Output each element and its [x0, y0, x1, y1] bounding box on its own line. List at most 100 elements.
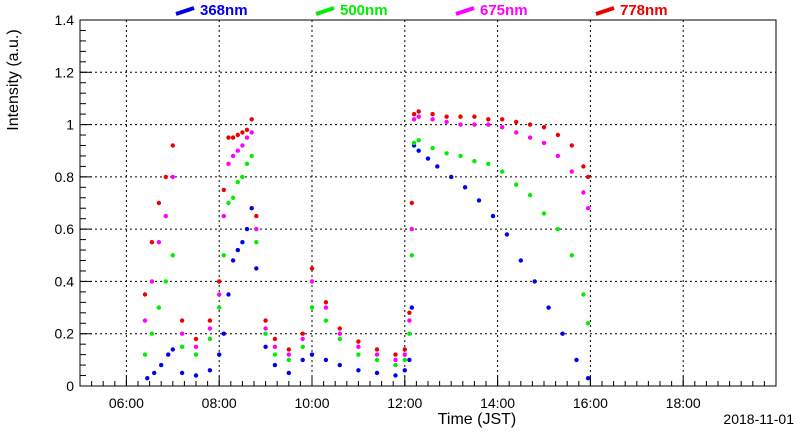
- data-point: [409, 200, 414, 206]
- data-point: [555, 132, 561, 138]
- data-point: [472, 114, 477, 119]
- data-point: [249, 130, 254, 135]
- data-point: [411, 111, 417, 117]
- data-point: [300, 357, 305, 363]
- legend-label: 500nm: [340, 2, 388, 19]
- data-point: [581, 190, 586, 195]
- data-point: [323, 357, 329, 363]
- data-point: [374, 352, 380, 357]
- legend: 368nm 500nm 675nm 778nm: [175, 2, 668, 19]
- data-point: [407, 331, 412, 336]
- data-point: [156, 240, 162, 245]
- data-point: [221, 213, 226, 219]
- data-point: [217, 352, 222, 357]
- data-point: [193, 336, 199, 342]
- data-point: [569, 253, 574, 258]
- data-point: [407, 357, 412, 363]
- data-point: [541, 125, 547, 130]
- data-point: [337, 331, 342, 336]
- x-tick-label: 12:00: [387, 395, 422, 411]
- data-point: [235, 247, 240, 253]
- data-point: [444, 119, 449, 125]
- data-point: [430, 145, 435, 151]
- data-point: [207, 336, 213, 342]
- data-point: [254, 240, 259, 245]
- axis-layer: 06:00 08:00 10:00 12:00 14:00 16:00 18:00 0 0.2 0…: [55, 12, 777, 411]
- data-point: [179, 344, 185, 349]
- data-point: [476, 198, 482, 203]
- legend-label: 778nm: [620, 2, 668, 19]
- data-point: [145, 376, 150, 381]
- legend-label: 368nm: [200, 2, 248, 19]
- data-point: [541, 140, 547, 146]
- data-point: [286, 347, 291, 352]
- data-point: [226, 200, 231, 206]
- data-point: [244, 127, 250, 132]
- data-point: [263, 326, 268, 331]
- data-point: [541, 211, 547, 216]
- data-point: [402, 347, 407, 352]
- data-point: [407, 310, 412, 315]
- data-point: [409, 226, 414, 232]
- legend-swatch: [455, 6, 475, 16]
- data-point: [430, 111, 435, 117]
- data-point: [179, 370, 185, 376]
- y-tick-label: 1: [66, 117, 74, 133]
- y-tick-label: 0.4: [55, 273, 75, 289]
- data-point: [356, 344, 361, 349]
- data-point: [546, 305, 551, 310]
- data-point: [393, 352, 398, 357]
- data-point: [560, 331, 565, 336]
- data-point: [230, 195, 236, 200]
- data-point: [159, 362, 164, 368]
- data-layer: [142, 109, 591, 381]
- data-point: [263, 331, 268, 336]
- data-point: [393, 357, 398, 363]
- series-778nm: [142, 109, 591, 357]
- data-point: [514, 182, 519, 187]
- data-point: [142, 292, 148, 297]
- y-axis-title: Intensity (a.u.): [5, 29, 22, 130]
- data-point: [411, 140, 417, 146]
- x-tick-label: 18:00: [666, 395, 701, 411]
- data-point: [416, 114, 421, 119]
- data-point: [416, 109, 421, 114]
- data-point: [207, 318, 213, 323]
- data-point: [407, 318, 412, 323]
- data-point: [254, 213, 259, 219]
- data-point: [170, 143, 175, 148]
- x-axis-title: Time (JST): [438, 411, 517, 428]
- data-point: [309, 279, 315, 284]
- data-point: [581, 292, 586, 297]
- data-point: [337, 326, 342, 331]
- data-point: [166, 352, 171, 357]
- data-point: [244, 161, 250, 166]
- data-point: [514, 119, 519, 125]
- data-point: [244, 135, 250, 140]
- data-point: [514, 130, 519, 135]
- data-point: [486, 117, 491, 122]
- data-point: [230, 258, 236, 263]
- data-point: [249, 153, 254, 159]
- data-point: [500, 125, 505, 130]
- legend-swatch: [175, 6, 195, 16]
- data-point: [149, 240, 155, 245]
- data-point: [402, 368, 407, 373]
- data-point: [518, 258, 523, 263]
- data-point: [569, 169, 574, 174]
- data-point: [272, 362, 278, 368]
- data-point: [263, 318, 268, 323]
- data-point: [170, 174, 175, 180]
- data-point: [149, 279, 155, 284]
- data-point: [240, 143, 245, 148]
- data-point: [374, 347, 380, 352]
- series-675nm: [142, 114, 591, 363]
- data-point: [309, 305, 315, 310]
- data-point: [374, 357, 380, 363]
- data-point: [337, 336, 342, 342]
- data-point: [217, 292, 222, 297]
- data-point: [286, 370, 291, 376]
- series-368nm: [145, 143, 591, 381]
- data-point: [149, 331, 155, 336]
